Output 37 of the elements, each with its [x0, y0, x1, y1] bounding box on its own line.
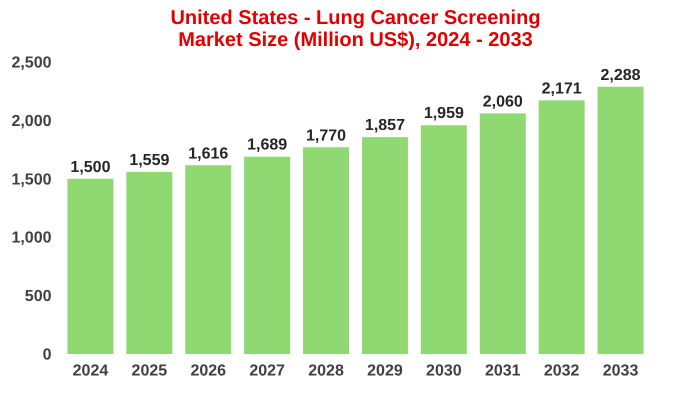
y-tick-label: 1,500: [11, 171, 52, 188]
bar: [480, 113, 526, 354]
bar: [126, 172, 172, 354]
y-tick-label: 0: [42, 346, 52, 364]
x-tick-label: 2030: [426, 362, 462, 380]
bar: [538, 100, 585, 354]
x-tick-label: 2031: [484, 362, 521, 380]
data-label: 2,171: [542, 80, 582, 98]
data-label: 1,559: [129, 152, 170, 169]
data-label: 2,060: [482, 93, 523, 110]
x-tick-label: 2028: [308, 362, 344, 380]
x-tick-label: 2029: [367, 362, 403, 380]
bar: [598, 86, 644, 354]
y-tick-label: 1,000: [11, 230, 52, 247]
data-label: 1,857: [364, 117, 406, 134]
data-label: 1,770: [306, 127, 346, 144]
x-tick-label: 2032: [544, 362, 580, 380]
x-tick-label: 2027: [249, 362, 286, 380]
y-tick-label: 2,500: [11, 54, 52, 72]
x-tick-label: 2025: [132, 362, 168, 380]
bar: [67, 178, 114, 354]
bar: [185, 165, 232, 354]
chart-title: United States - Lung Cancer Screening Market Size (Million US$), 2024 - 2033: [170, 7, 541, 51]
data-label: 1,500: [70, 158, 111, 176]
bar: [420, 125, 467, 354]
bar: [244, 156, 290, 354]
data-label: 2,288: [600, 66, 641, 84]
data-label: 1,959: [424, 105, 464, 122]
x-tick-label: 2033: [602, 362, 638, 380]
y-tick-label: 500: [24, 288, 52, 306]
x-tick-label: 2026: [190, 362, 226, 380]
x-tick-label: 2024: [72, 362, 108, 380]
bar: [362, 137, 408, 354]
bar: [303, 147, 350, 354]
data-label: 1,689: [247, 136, 288, 154]
data-label: 1,616: [188, 145, 228, 162]
y-tick-label: 2,000: [11, 112, 52, 130]
